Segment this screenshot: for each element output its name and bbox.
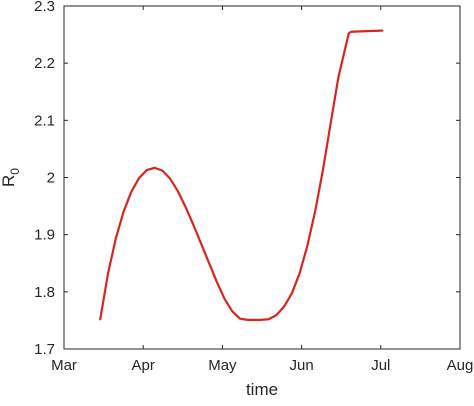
x-tick-label: Aug [447,357,474,374]
axes-box [63,5,461,350]
x-tick-label: May [208,357,237,374]
x-tick-label: Mar [51,357,77,374]
x-axis-label: time [246,380,278,399]
y-tick-label: 1.8 [34,284,55,301]
y-tick-label: 2.3 [34,0,55,15]
y-tick-label: 1.9 [34,227,55,244]
y-tick-label: 1.7 [34,341,55,358]
series-line [99,29,384,321]
y-tick-label: 2 [47,170,55,187]
y-axis-label: R0 [0,168,22,187]
y-tick-label: 2.1 [34,112,55,129]
y-axis-label-subscript: 0 [8,168,22,175]
x-tick-label: Apr [132,357,155,374]
x-tick-label: Jun [290,357,314,374]
y-axis-label-main: R [0,175,18,187]
y-tick-label: 2.2 [34,55,55,72]
x-tick-label: Jul [371,357,390,374]
